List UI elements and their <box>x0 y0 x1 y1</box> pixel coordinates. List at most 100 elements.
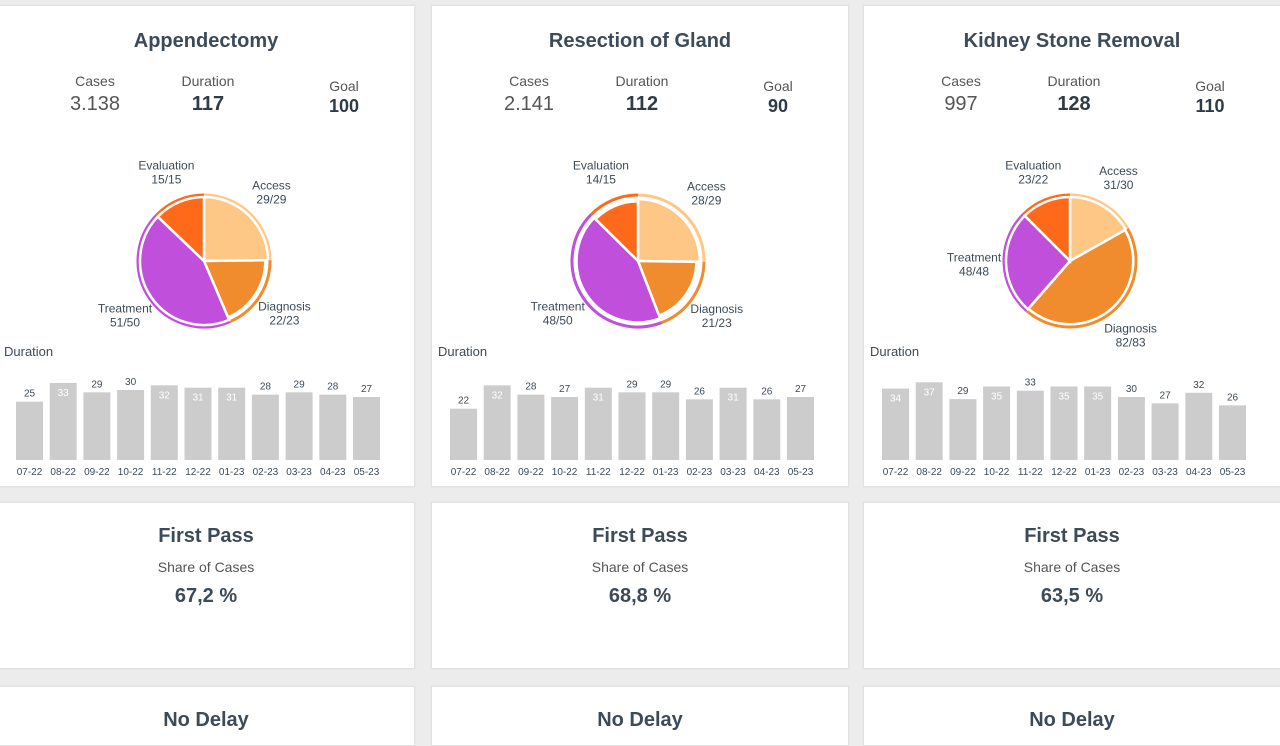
no-delay-card: No Delay <box>0 686 415 746</box>
first-pass-card: First Pass Share of Cases 63,5 % <box>863 502 1280 669</box>
duration-bar-category: 10-22 <box>552 467 578 478</box>
pie-value-evaluation: 23/22 <box>1018 172 1048 186</box>
duration-bar-04-23 <box>753 399 781 460</box>
duration-bar-07-22 <box>16 401 43 460</box>
pie-label-diagnosis: Diagnosis <box>690 302 743 316</box>
duration-bar-value: 29 <box>91 379 103 390</box>
duration-bar-category: 05-23 <box>788 467 814 478</box>
duration-label: Duration <box>1047 73 1101 89</box>
duration-bar-category: 02-23 <box>253 467 279 478</box>
duration-bar-category: 03-23 <box>1152 467 1178 478</box>
no-delay-title: No Delay <box>597 709 683 731</box>
duration-bar-value: 33 <box>58 388 70 399</box>
first-pass-value: 68,8 % <box>608 585 672 607</box>
cases-label: Cases <box>75 73 115 89</box>
duration-bar-05-23 <box>353 397 380 460</box>
duration-bar-value: 27 <box>1160 390 1172 401</box>
duration-bar-12-22 <box>1050 386 1078 460</box>
duration-bar-value: 31 <box>226 393 238 404</box>
pie-slice-evaluation <box>1022 195 1072 265</box>
first-pass-subtitle: Share of Cases <box>591 559 689 575</box>
duration-bar-category: 08-22 <box>50 467 76 478</box>
duration-bar-category: 04-23 <box>754 467 780 478</box>
duration-bar-category: 01-23 <box>653 467 679 478</box>
duration-bar-09-22 <box>949 399 977 460</box>
duration-bar-value: 26 <box>1227 392 1239 403</box>
pie-label-evaluation: Evaluation <box>138 159 194 173</box>
duration-kpi: Duration 117 <box>168 73 248 116</box>
duration-bar-value: 35 <box>991 392 1003 403</box>
pie-slice-treatment <box>138 214 231 327</box>
duration-label: Duration <box>181 73 235 89</box>
duration-bar-07-22 <box>450 408 477 460</box>
pie-ring-treatment <box>1002 213 1028 312</box>
duration-bar-value: 32 <box>492 390 504 401</box>
duration-bar-value: 35 <box>1092 392 1104 403</box>
first-pass-value: 63,5 % <box>1040 585 1104 607</box>
goal-kpi: Goal 90 <box>748 78 808 117</box>
duration-bar-11-22 <box>584 387 612 460</box>
pie-ring-access <box>203 193 272 261</box>
duration-bar-category: 07-22 <box>17 467 43 478</box>
duration-bar-category: 04-23 <box>1186 467 1212 478</box>
pie-label-evaluation: Evaluation <box>573 158 629 172</box>
first-pass-subtitle: Share of Cases <box>157 559 255 575</box>
duration-bar-value: 31 <box>593 393 605 404</box>
duration-bar-value: 27 <box>795 384 807 395</box>
pie-value-treatment: 48/48 <box>959 264 989 278</box>
duration-bar-category: 04-23 <box>320 467 346 478</box>
procedure-card-kidney-stone-removal: Kidney Stone Removal Cases 997 Duration 12… <box>863 5 1280 487</box>
duration-bar-04-23 <box>319 394 347 460</box>
duration-bar-category: 07-22 <box>451 467 477 478</box>
no-delay-title: No Delay <box>1029 709 1115 731</box>
pie-value-treatment: 48/50 <box>543 314 573 328</box>
pie-label-access: Access <box>687 180 726 194</box>
duration-bar-category: 12-22 <box>185 467 211 478</box>
duration-bar-category: 10-22 <box>118 467 144 478</box>
duration-bar-04-23 <box>1185 392 1213 460</box>
pie-slice-access <box>202 195 270 263</box>
duration-bar-value: 32 <box>1193 380 1205 391</box>
duration-bar-category: 11-22 <box>1018 467 1043 478</box>
duration-bar-02-23 <box>685 399 713 460</box>
duration-bar-value: 30 <box>1126 384 1138 395</box>
duration-bar-category: 02-23 <box>687 467 713 478</box>
first-pass-title: First Pass <box>1024 525 1120 547</box>
duration-bar-value: 28 <box>525 382 537 393</box>
duration-bar-category: 08-22 <box>484 467 510 478</box>
goal-value: 90 <box>767 96 789 116</box>
duration-kpi: Duration 112 <box>602 73 682 116</box>
duration-bar-value: 22 <box>458 396 470 407</box>
duration-label: Duration <box>615 73 669 89</box>
duration-bar-03-23 <box>719 387 747 460</box>
pie-value-access: 29/29 <box>256 193 286 207</box>
duration-chart-label: Duration <box>870 344 920 359</box>
pie-label-treatment: Treatment <box>531 300 586 314</box>
duration-bar-value: 27 <box>559 384 571 395</box>
pie-slice-diagnosis <box>636 259 698 318</box>
pie-slice-evaluation <box>593 200 640 264</box>
pie-value-treatment: 51/50 <box>110 316 140 330</box>
duration-chart-label: Duration <box>4 344 54 359</box>
pie-value-diagnosis: 82/83 <box>1116 335 1146 349</box>
duration-bar-10-22 <box>983 386 1011 460</box>
duration-bar-value: 33 <box>1025 378 1037 389</box>
duration-bar-08-22 <box>915 382 943 460</box>
pie-slice-access <box>1068 195 1128 264</box>
procedure-card-appendectomy: Appendectomy Cases 3.138 Duration 117 Goal… <box>0 5 415 487</box>
duration-bar-value: 37 <box>924 387 936 398</box>
first-pass-value: 67,2 % <box>174 585 238 607</box>
duration-bar-category: 05-23 <box>1220 467 1246 478</box>
duration-bar-category: 01-23 <box>219 467 245 478</box>
first-pass-title: First Pass <box>158 525 254 547</box>
duration-bar-value: 32 <box>159 390 171 401</box>
duration-bar-value: 30 <box>125 377 137 388</box>
duration-bar-category: 12-22 <box>1051 467 1077 478</box>
duration-bar-category: 07-22 <box>883 467 909 478</box>
pie-label-diagnosis: Diagnosis <box>258 299 311 313</box>
pie-slice-diagnosis <box>202 258 267 319</box>
pie-label-access: Access <box>1099 164 1138 178</box>
duration-bar-10-22 <box>117 390 145 460</box>
